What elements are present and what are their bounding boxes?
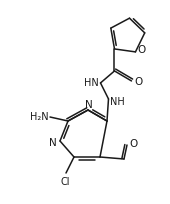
- Text: Cl: Cl: [60, 176, 70, 186]
- Text: NH: NH: [110, 96, 125, 106]
- Text: N: N: [85, 100, 93, 110]
- Text: O: O: [134, 76, 143, 86]
- Text: HN: HN: [84, 78, 99, 88]
- Text: O: O: [137, 45, 146, 55]
- Text: N: N: [49, 137, 57, 147]
- Text: H₂N: H₂N: [30, 111, 48, 121]
- Text: O: O: [129, 138, 137, 148]
